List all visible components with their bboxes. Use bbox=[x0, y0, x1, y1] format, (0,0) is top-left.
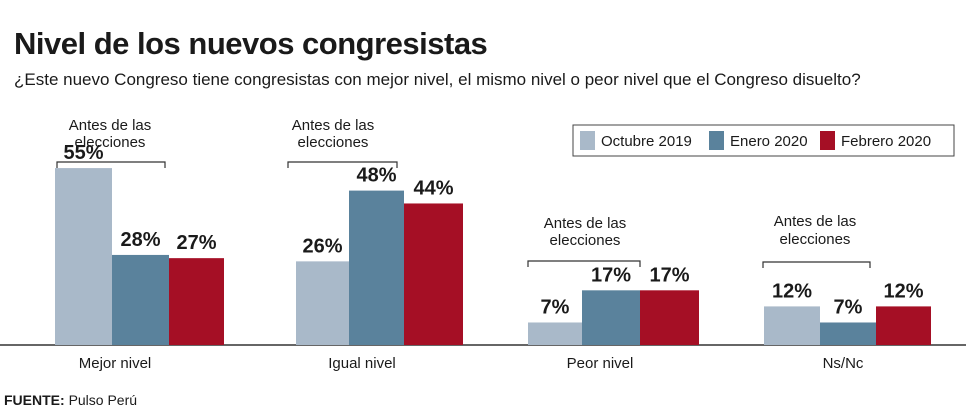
data-label-2-igual-nivel: 48% bbox=[356, 165, 396, 187]
data-label-1-mejor-nivel: 55% bbox=[63, 142, 103, 164]
chart-subtitle: ¿Este nuevo Congreso tiene congresistas … bbox=[14, 70, 861, 89]
legend-label-3: Febrero 2020 bbox=[841, 133, 931, 150]
annotation-line-2: elecciones bbox=[780, 231, 851, 248]
category-label: Mejor nivel bbox=[79, 355, 152, 372]
bar-1-ns-nc bbox=[764, 306, 820, 345]
bar-2-igual-nivel bbox=[349, 190, 404, 345]
bar-1-igual-nivel bbox=[296, 261, 349, 345]
bar-3-ns-nc bbox=[876, 306, 931, 345]
bar-3-igual-nivel bbox=[404, 203, 463, 345]
source-note: FUENTE: Pulso Perú bbox=[4, 392, 137, 408]
legend-swatch-2 bbox=[709, 131, 724, 150]
annotation-bracket bbox=[762, 261, 871, 268]
category-label: Peor nivel bbox=[567, 355, 634, 372]
data-label-1-igual-nivel: 26% bbox=[302, 235, 342, 257]
bar-3-peor-nivel bbox=[640, 290, 699, 345]
data-label-1-peor-nivel: 7% bbox=[541, 296, 570, 318]
bar-2-mejor-nivel bbox=[112, 254, 169, 345]
data-label-2-ns-nc: 7% bbox=[834, 296, 863, 318]
annotation-line-1: Antes de las bbox=[69, 117, 152, 134]
legend-swatch-1 bbox=[580, 131, 595, 150]
data-label-2-mejor-nivel: 28% bbox=[120, 229, 160, 251]
annotation-bracket bbox=[56, 161, 166, 168]
annotation-bracket bbox=[527, 260, 641, 267]
data-label-3-peor-nivel: 17% bbox=[649, 264, 689, 286]
data-label-3-ns-nc: 12% bbox=[883, 280, 923, 302]
legend-label-2: Enero 2020 bbox=[730, 133, 808, 150]
annotation-line-1: Antes de las bbox=[544, 215, 627, 232]
category-label: Igual nivel bbox=[328, 355, 396, 372]
bar-1-mejor-nivel bbox=[55, 168, 112, 345]
bar-2-peor-nivel bbox=[582, 290, 640, 345]
annotation-line-1: Antes de las bbox=[774, 213, 857, 230]
data-label-2-peor-nivel: 17% bbox=[591, 264, 631, 286]
chart-title: Nivel de los nuevos congresistas bbox=[14, 26, 488, 61]
source-text: Pulso Perú bbox=[68, 392, 138, 408]
annotation-line-1: Antes de las bbox=[292, 117, 375, 134]
bar-3-mejor-nivel bbox=[169, 258, 224, 345]
annotation-line-2: elecciones bbox=[75, 134, 146, 151]
legend-box bbox=[572, 124, 955, 157]
data-label-3-igual-nivel: 44% bbox=[413, 177, 453, 199]
data-label-3-mejor-nivel: 27% bbox=[176, 232, 216, 254]
bar-2-ns-nc bbox=[820, 322, 876, 345]
legend-swatch-3 bbox=[820, 131, 835, 150]
category-label: Ns/Nc bbox=[823, 355, 864, 372]
bar-1-peor-nivel bbox=[528, 322, 582, 345]
annotation-line-2: elecciones bbox=[298, 134, 369, 151]
source-label: FUENTE: bbox=[4, 392, 65, 408]
annotation-bracket bbox=[287, 161, 398, 168]
legend-label-1: Octubre 2019 bbox=[601, 133, 692, 150]
annotation-line-2: elecciones bbox=[550, 232, 621, 249]
data-label-1-ns-nc: 12% bbox=[772, 280, 812, 302]
